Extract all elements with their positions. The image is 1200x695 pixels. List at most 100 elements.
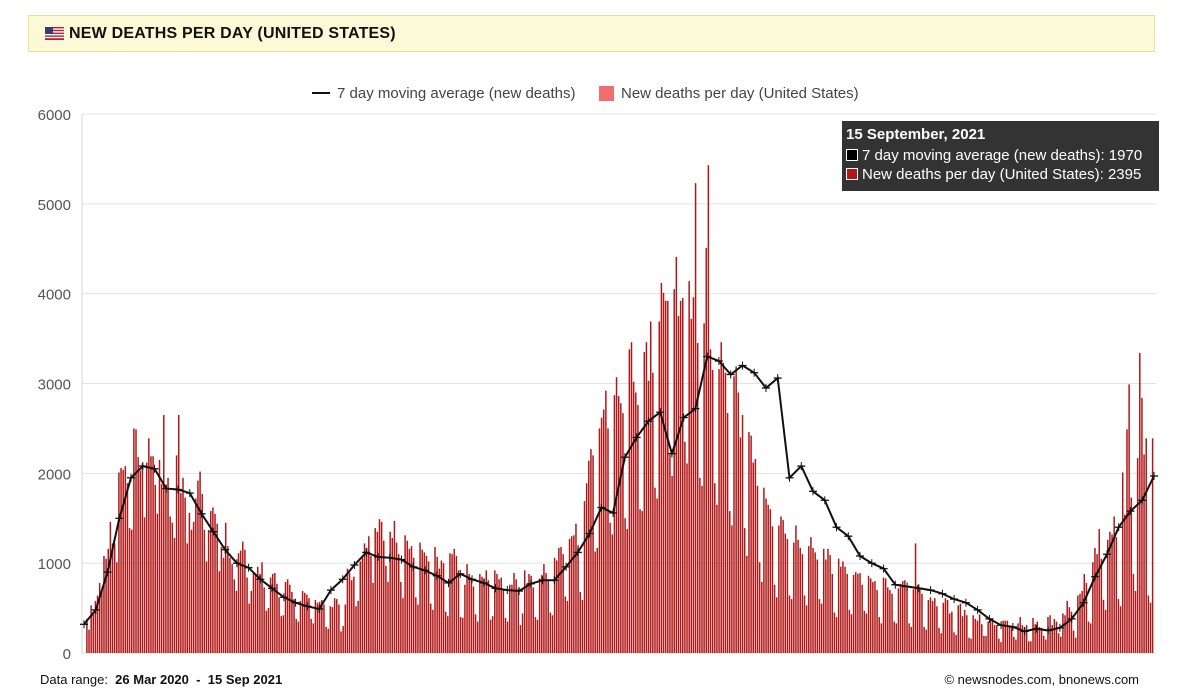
bar bbox=[630, 342, 633, 653]
bar bbox=[306, 594, 308, 653]
bar bbox=[154, 485, 156, 653]
bar bbox=[921, 593, 923, 653]
bar bbox=[261, 562, 263, 653]
bar bbox=[336, 599, 338, 653]
bar bbox=[1132, 573, 1135, 653]
bar bbox=[331, 607, 334, 653]
bar bbox=[1068, 607, 1071, 653]
bar bbox=[936, 606, 938, 653]
bar bbox=[267, 608, 270, 653]
bar bbox=[677, 316, 680, 654]
bar bbox=[152, 456, 154, 653]
bar bbox=[1119, 606, 1122, 653]
bar bbox=[993, 625, 996, 653]
bar bbox=[205, 561, 208, 653]
bar bbox=[111, 543, 114, 653]
bar bbox=[509, 584, 511, 653]
bar bbox=[1085, 582, 1088, 653]
bar bbox=[981, 624, 983, 653]
bar bbox=[833, 612, 836, 653]
bar bbox=[605, 390, 607, 653]
bar bbox=[946, 600, 949, 653]
bar bbox=[987, 621, 989, 653]
bar bbox=[940, 633, 942, 653]
bar bbox=[628, 349, 631, 653]
bar bbox=[1013, 636, 1015, 653]
bar bbox=[581, 600, 584, 653]
bar bbox=[556, 560, 558, 653]
bar bbox=[440, 560, 443, 653]
bar bbox=[180, 493, 182, 653]
bar bbox=[318, 601, 321, 653]
bar bbox=[688, 281, 690, 653]
bar bbox=[863, 610, 866, 653]
bar bbox=[365, 547, 368, 653]
bar bbox=[299, 600, 302, 653]
bar bbox=[218, 571, 221, 653]
bar bbox=[1102, 600, 1105, 653]
bar bbox=[543, 564, 545, 653]
bar bbox=[344, 604, 347, 653]
bar bbox=[323, 604, 325, 653]
bar bbox=[135, 429, 137, 653]
bar bbox=[714, 483, 716, 653]
bar bbox=[173, 538, 176, 653]
copyright-credit: © newsnodes.com, bnonews.com bbox=[944, 672, 1139, 687]
bar bbox=[406, 540, 408, 653]
bar bbox=[391, 538, 394, 653]
bar bbox=[696, 343, 699, 653]
bar bbox=[528, 573, 530, 653]
bar bbox=[282, 615, 285, 653]
bar bbox=[297, 621, 300, 653]
bar bbox=[741, 414, 744, 653]
bar bbox=[682, 298, 684, 653]
bar bbox=[534, 617, 537, 653]
bar bbox=[487, 580, 490, 653]
bar bbox=[301, 591, 304, 653]
bar bbox=[758, 562, 761, 653]
bar bbox=[891, 593, 893, 653]
tooltip-date: 15 September, 2021 bbox=[846, 126, 986, 143]
bar bbox=[442, 563, 445, 653]
bar bbox=[256, 566, 259, 653]
bar bbox=[1151, 438, 1154, 653]
bar bbox=[1117, 599, 1120, 653]
bar bbox=[361, 557, 364, 653]
bar bbox=[515, 579, 517, 653]
bar bbox=[882, 577, 885, 653]
bar bbox=[491, 616, 494, 653]
y-tick-label: 4000 bbox=[38, 287, 71, 304]
bar bbox=[551, 615, 554, 653]
bar bbox=[263, 587, 265, 653]
bar bbox=[884, 578, 887, 653]
bar bbox=[1098, 529, 1100, 653]
bar bbox=[259, 573, 261, 653]
bar bbox=[286, 579, 289, 653]
bar bbox=[1072, 630, 1075, 653]
bar bbox=[731, 525, 733, 653]
bar bbox=[570, 536, 573, 653]
bar bbox=[1145, 438, 1147, 653]
bar bbox=[387, 582, 389, 653]
bar bbox=[1040, 627, 1043, 653]
bar bbox=[88, 629, 90, 653]
bar bbox=[415, 597, 417, 653]
bar bbox=[1089, 623, 1092, 653]
bar bbox=[684, 441, 686, 653]
bar bbox=[931, 600, 934, 653]
bar bbox=[498, 579, 500, 653]
bar bbox=[829, 555, 831, 653]
bar bbox=[169, 516, 171, 653]
bar bbox=[761, 582, 763, 653]
data-range: Data range: 26 Mar 2020 - 15 Sep 2021 bbox=[40, 672, 282, 687]
bar bbox=[763, 487, 765, 653]
bar bbox=[1149, 602, 1152, 653]
bar bbox=[1111, 534, 1113, 653]
bar bbox=[237, 553, 240, 653]
chart-legend[interactable]: 7 day moving average (new deaths) New de… bbox=[312, 85, 859, 102]
bar bbox=[432, 609, 434, 653]
us-flag-icon bbox=[45, 27, 64, 40]
bar bbox=[848, 609, 851, 653]
bar bbox=[626, 529, 628, 653]
bar bbox=[252, 573, 255, 653]
